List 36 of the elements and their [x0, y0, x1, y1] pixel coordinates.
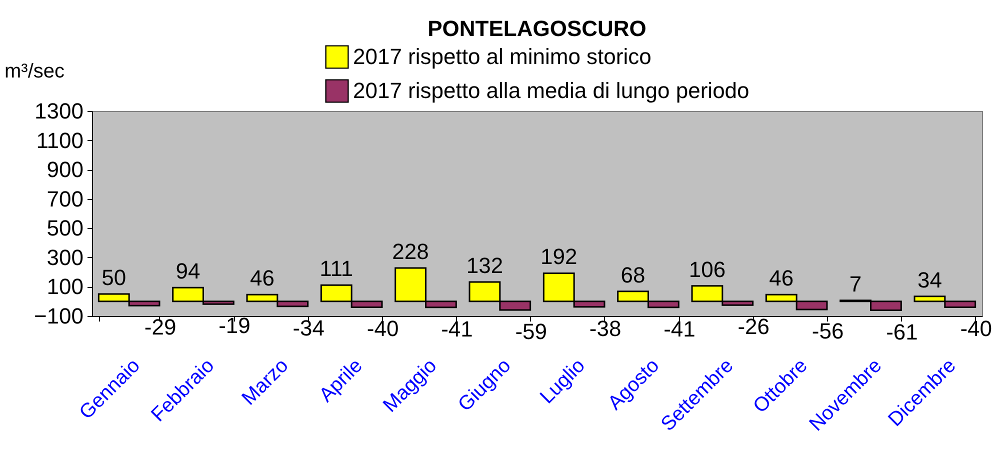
chart-title: PONTELAGOSCURO — [428, 16, 646, 41]
data-label: -59 — [515, 318, 548, 344]
data-label: 132 — [466, 253, 504, 278]
data-label: 192 — [540, 244, 578, 270]
data-label: -40 — [366, 316, 399, 342]
data-label: 46 — [769, 266, 794, 291]
y-tick-label: −100 — [34, 304, 84, 328]
legend-label: 2017 rispetto al minimo storico — [353, 44, 652, 69]
y-tick-label: 500 — [46, 216, 84, 241]
data-label: -29 — [144, 314, 176, 340]
data-label: -19 — [218, 313, 250, 338]
data-label: 50 — [102, 265, 126, 290]
data-label: 34 — [917, 267, 942, 292]
data-label: -40 — [960, 316, 992, 342]
y-tick-label: 100 — [46, 274, 84, 300]
data-label: -26 — [738, 314, 770, 340]
data-label: 46 — [250, 266, 274, 291]
legend-label: 2017 rispetto alla media di lungo periodo — [353, 78, 750, 103]
data-label: 7 — [849, 271, 862, 296]
data-label: -34 — [292, 315, 325, 340]
data-label: -41 — [441, 316, 473, 342]
y-tick-label: 900 — [46, 157, 84, 182]
data-label: -41 — [664, 316, 696, 342]
y-tick-label: 700 — [46, 186, 84, 212]
y-axis-title: m³/sec — [4, 60, 64, 82]
data-label: 106 — [688, 256, 726, 282]
data-label: 94 — [176, 258, 200, 284]
y-tick-label: 1100 — [36, 128, 84, 153]
data-label: 228 — [392, 238, 429, 264]
y-tick-label: 1300 — [34, 98, 84, 124]
data-label: 68 — [620, 262, 646, 288]
data-label: -61 — [886, 319, 918, 344]
data-label: -56 — [812, 318, 844, 344]
y-tick-label: 300 — [46, 244, 84, 270]
data-label: 111 — [320, 256, 354, 282]
data-label: -38 — [589, 316, 622, 341]
